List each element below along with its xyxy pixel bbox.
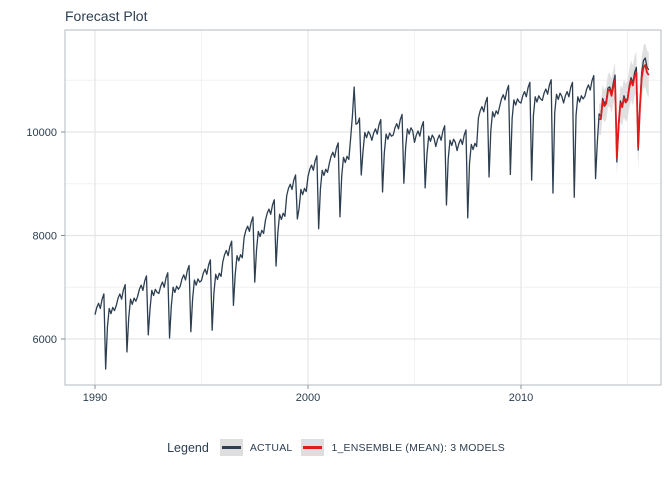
legend: Legend ACTUAL 1_ENSEMBLE (MEAN): 3 MODEL… xyxy=(0,439,672,456)
plot-title: Forecast Plot xyxy=(65,8,148,24)
legend-item-ensemble: 1_ENSEMBLE (MEAN): 3 MODELS xyxy=(301,439,505,456)
confidence-ribbon-area xyxy=(599,43,649,176)
ensemble-line-swatch-icon xyxy=(303,446,323,449)
y-tick-label: 6000 xyxy=(33,334,57,346)
panel-border xyxy=(64,29,662,386)
y-axis-labels: 6000 8000 10000 xyxy=(26,127,57,346)
actual-line-swatch-icon xyxy=(221,446,241,449)
legend-key-actual xyxy=(219,439,243,456)
legend-label-ensemble: 1_ENSEMBLE (MEAN): 3 MODELS xyxy=(331,441,505,454)
confidence-ribbon xyxy=(599,43,649,176)
y-tick-label: 8000 xyxy=(33,231,57,243)
y-tick-label: 10000 xyxy=(26,127,57,139)
x-tick-label: 1990 xyxy=(83,392,107,404)
x-tick-label: 2010 xyxy=(509,392,533,404)
legend-key-ensemble xyxy=(301,439,325,456)
legend-title: Legend xyxy=(167,440,209,455)
actual-series-line xyxy=(94,57,650,370)
series-lines xyxy=(94,57,650,370)
x-axis-labels: 1990 2000 2010 xyxy=(83,392,533,404)
ensemble-forecast-line xyxy=(599,64,650,159)
x-tick-label: 2000 xyxy=(296,392,320,404)
gridlines-minor xyxy=(65,30,661,385)
legend-label-actual: ACTUAL xyxy=(249,441,293,454)
gridlines-major xyxy=(65,30,661,385)
legend-item-actual: ACTUAL xyxy=(219,439,293,456)
axis-tick-marks xyxy=(61,131,522,389)
